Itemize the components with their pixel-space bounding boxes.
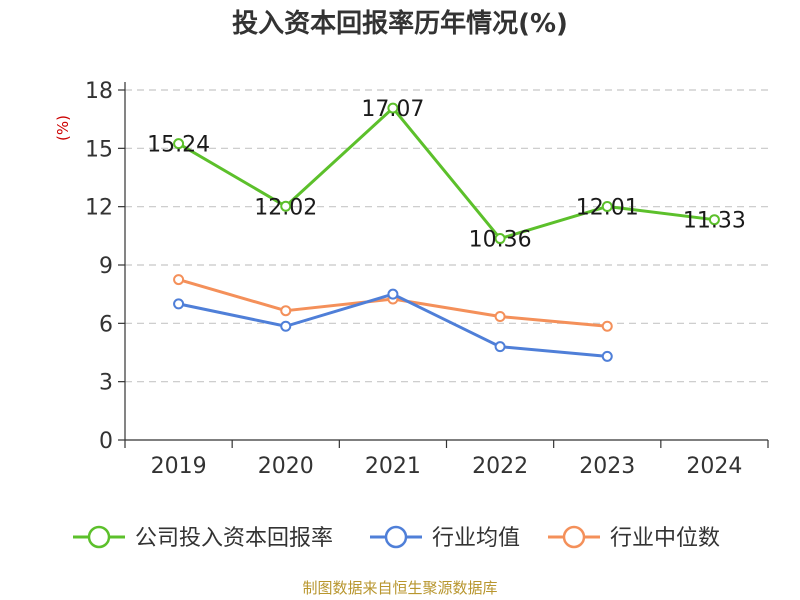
legend-marker [87, 525, 111, 549]
x-tick-label: 2022 [472, 454, 528, 479]
data-point [601, 200, 613, 212]
data-point [280, 320, 292, 332]
x-tick-labels: 2019 2020 2021 2022 2023 2024 [151, 454, 743, 479]
axes [118, 82, 769, 448]
y-tick-label: 3 [99, 371, 113, 396]
series-line-0 [177, 106, 715, 241]
data-label: 12.01 [576, 195, 639, 220]
x-tick-label: 2023 [579, 454, 635, 479]
legend-marker [562, 525, 586, 549]
x-tick-label: 2020 [258, 454, 314, 479]
data-point [280, 200, 292, 212]
data-point [601, 320, 613, 332]
legend-label: 行业均值 [432, 526, 520, 551]
data-label: 17.07 [361, 97, 424, 122]
legend-label: 行业中位数 [610, 526, 720, 551]
data-point [387, 288, 399, 300]
y-tick-label: 9 [99, 254, 113, 279]
data-label: 12.02 [254, 195, 317, 220]
legend-marker [384, 525, 408, 549]
y-tick-label: 0 [99, 429, 113, 454]
data-labels: 15.24 12.02 17.07 10.36 12.01 11.33 [147, 97, 746, 252]
data-point [173, 138, 185, 150]
source-note: 制图数据来自恒生聚源数据库 [302, 579, 497, 597]
data-point [494, 341, 506, 353]
data-label: 15.24 [147, 133, 210, 158]
legend: 公司投入资本回报率 行业均值 行业中位数 [73, 525, 720, 551]
data-label: 10.36 [469, 228, 532, 253]
grid [125, 89, 768, 383]
data-label: 11.33 [683, 209, 746, 234]
chart-title: 投入资本回报率历年情况(%) [232, 8, 568, 39]
y-tick-label: 6 [99, 312, 113, 337]
series-lines [173, 102, 720, 362]
y-tick-labels: 0 3 6 9 12 15 18 [85, 79, 113, 454]
data-point [173, 274, 185, 286]
y-axis-unit: (%) [54, 115, 72, 141]
y-tick-label: 15 [85, 137, 113, 162]
data-point [173, 298, 185, 310]
legend-label: 公司投入资本回报率 [135, 526, 333, 551]
data-point [280, 305, 292, 317]
x-tick-label: 2021 [365, 454, 421, 479]
data-point [601, 350, 613, 362]
x-tick-label: 2019 [151, 454, 207, 479]
x-tick-label: 2024 [686, 454, 742, 479]
data-point [494, 311, 506, 323]
data-point [708, 214, 720, 226]
data-point [387, 102, 399, 114]
y-tick-label: 18 [85, 79, 113, 104]
data-point [494, 233, 506, 245]
y-tick-label: 12 [85, 196, 113, 221]
